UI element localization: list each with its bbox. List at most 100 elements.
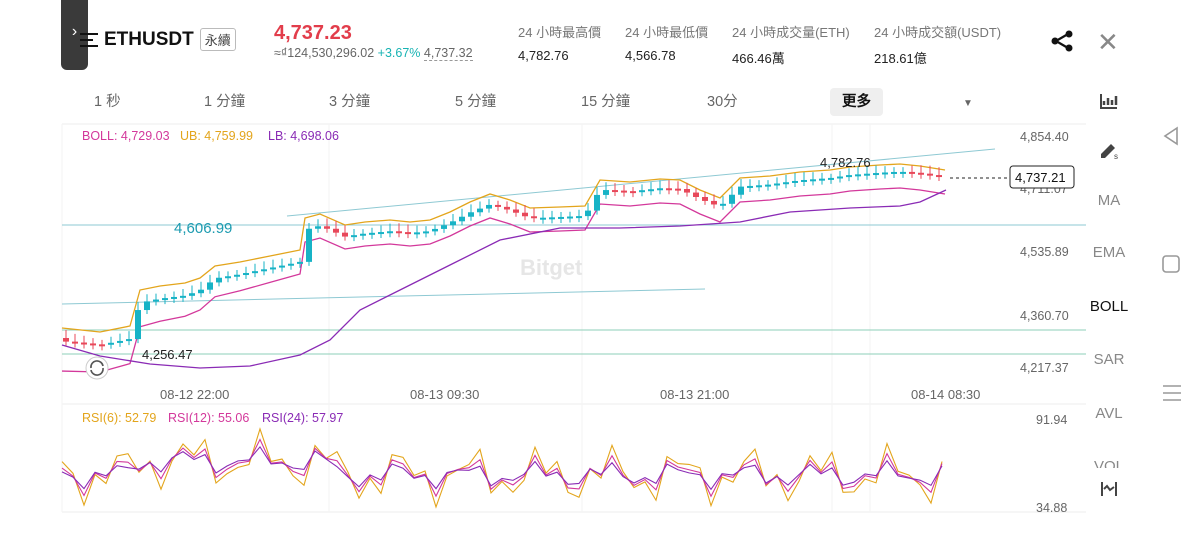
stat-low: 24 小時最低價 4,566.78 (625, 22, 708, 63)
candle-body (765, 184, 771, 187)
y-tick: 4,360.70 (1020, 309, 1069, 323)
candle-body (414, 232, 420, 235)
rsi24-line (61, 445, 943, 491)
candle-body (198, 289, 204, 294)
indicator-boll[interactable]: BOLL (1089, 298, 1129, 315)
symbol-selector[interactable]: ETHUSDT 永續 (80, 28, 236, 51)
indicator-ema[interactable]: EMA (1092, 244, 1126, 261)
candle-body (81, 342, 87, 345)
candle-body (621, 190, 627, 193)
candle-body (864, 173, 870, 176)
candle-body (189, 293, 195, 296)
candle-body (702, 196, 708, 201)
rsi-tick: 34.88 (1036, 501, 1067, 515)
high-label: 4,782.76 (820, 155, 871, 170)
candle-body (837, 176, 843, 179)
tab-5m[interactable]: 5 分鐘 (455, 94, 497, 110)
candle-body (549, 217, 555, 220)
stat-high: 24 小時最高價 4,782.76 (518, 22, 601, 63)
ub-value: UB: 4,759.99 (180, 129, 253, 143)
candle-body (216, 277, 222, 283)
symbol-name: ETHUSDT (104, 28, 194, 50)
candle-body (405, 232, 411, 235)
stat-volume: 24 小時成交量(ETH) 466.46萬 (732, 22, 850, 67)
indicator-vol[interactable]: VOL (1093, 458, 1124, 468)
svg-text:s: s (1114, 152, 1118, 160)
recents-icon[interactable] (1163, 385, 1181, 401)
candle-body (342, 232, 348, 237)
x-tick: 08-13 09:30 (410, 387, 479, 402)
candle-body (729, 194, 735, 204)
stat-value: 218.61億 (874, 51, 927, 66)
candle-body (117, 340, 123, 343)
candle-body (126, 339, 132, 342)
candle-body (360, 233, 366, 236)
chart-style-icon[interactable] (1087, 92, 1131, 114)
candle-body (666, 188, 672, 191)
tab-more[interactable]: ▼ (960, 88, 973, 116)
trend-line (61, 288, 706, 305)
stat-label: 24 小時成交額(USDT) (874, 25, 1002, 40)
tab-15m[interactable]: 15 分鐘 (581, 94, 631, 110)
candle-body (297, 261, 303, 264)
x-tick: 08-13 21:00 (660, 387, 729, 402)
x-tick: 08-14 08:30 (911, 387, 980, 402)
boll-value: BOLL: 4,729.03 (82, 129, 170, 143)
candle-body (522, 212, 528, 217)
timeframe-tabs: 1 秒 1 分鐘 3 分鐘 5 分鐘 15 分鐘 30分 更多 ▼ (62, 88, 1082, 116)
candle-body (306, 228, 312, 262)
home-icon[interactable] (1162, 255, 1180, 273)
fiat-value: ≈₫124,530,296.02 (274, 46, 375, 60)
tab-3m[interactable]: 3 分鐘 (329, 94, 371, 110)
candle-body (378, 232, 384, 235)
candle-body (585, 210, 591, 217)
candle-body (180, 295, 186, 298)
tab-1s[interactable]: 1 秒 (94, 94, 121, 110)
candle-body (693, 192, 699, 197)
draw-tool-icon[interactable]: s (1087, 138, 1131, 164)
candle-body (243, 273, 249, 276)
candle-body (531, 216, 537, 219)
tab-15m-2[interactable]: 30分 (707, 94, 738, 110)
candle-body (63, 338, 69, 342)
back-icon[interactable] (1163, 126, 1178, 146)
reset-view-icon[interactable] (85, 356, 109, 380)
candle-body (882, 172, 888, 175)
stat-label: 24 小時成交量(ETH) (732, 25, 850, 40)
mark-price[interactable]: 4,737.32 (423, 46, 473, 61)
candle-body (612, 190, 618, 193)
indicator-settings-icon[interactable] (1087, 480, 1131, 502)
menu-icon (80, 32, 98, 47)
candle-body (441, 225, 447, 229)
candle-body (819, 178, 825, 181)
candle-body (873, 173, 879, 176)
tab-30m[interactable]: 更多 (830, 88, 883, 116)
rsi6-line (61, 427, 943, 509)
candle-body (810, 179, 816, 182)
candle-body (153, 299, 159, 302)
side-panel-toggle[interactable]: › (61, 0, 88, 70)
candle-body (891, 171, 897, 174)
candle-body (450, 221, 456, 226)
indicator-sar[interactable]: SAR (1093, 351, 1125, 368)
candle-body (630, 191, 636, 194)
candle-body (567, 216, 573, 219)
price-subline: ≈₫124,530,296.02 +3.67% 4,737.32 (274, 46, 473, 61)
stat-value: 4,782.76 (518, 48, 569, 63)
indicator-avl[interactable]: AVL (1095, 405, 1123, 422)
indicator-ma[interactable]: MA (1097, 192, 1121, 209)
candle-body (900, 171, 906, 174)
candle-body (855, 174, 861, 177)
candle-body (324, 226, 330, 229)
stat-turnover: 24 小時成交額(USDT) 218.61億 (874, 22, 1001, 67)
candle-body (225, 276, 231, 279)
candle-body (927, 173, 933, 176)
candle-body (909, 171, 915, 174)
candle-body (648, 189, 654, 192)
share-icon[interactable] (1050, 30, 1074, 57)
candle-body (207, 282, 213, 290)
rsi6-value: RSI(6): 52.79 (82, 411, 156, 425)
close-icon[interactable]: ✕ (1097, 27, 1119, 57)
tab-1m[interactable]: 1 分鐘 (204, 94, 246, 110)
